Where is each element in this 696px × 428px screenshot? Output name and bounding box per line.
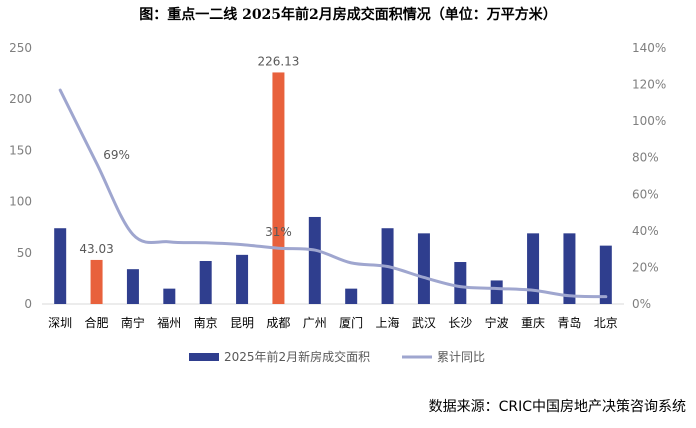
x-tick-label: 昆明: [230, 316, 254, 330]
y-right-tick-label: 140%: [632, 41, 666, 55]
y-right-tick-label: 20%: [632, 260, 659, 274]
bar: [199, 260, 212, 304]
x-tick-label: 广州: [303, 316, 327, 330]
x-tick-label: 成都: [266, 316, 290, 330]
y-right-tick-label: 120%: [632, 78, 666, 92]
legend-line-label: 累计同比: [437, 350, 485, 364]
bar: [527, 233, 540, 304]
x-tick-label: 南宁: [121, 315, 145, 330]
bar: [563, 233, 576, 304]
data-label: 69%: [103, 148, 130, 162]
legend-bar-swatch: [189, 353, 219, 361]
y-right-tick-label: 0%: [632, 297, 651, 311]
y-left-tick-label: 200: [9, 92, 32, 106]
x-tick-label: 宁波: [485, 315, 509, 330]
x-tick-label: 合肥: [85, 315, 109, 330]
x-tick-label: 福州: [157, 315, 181, 330]
x-tick-label: 长沙: [448, 316, 472, 330]
x-tick-label: 青岛: [557, 315, 581, 330]
x-tick-label: 厦门: [339, 315, 363, 330]
yoy-line: [58, 88, 608, 299]
x-tick-label: 深圳: [48, 316, 72, 330]
bar: [163, 288, 176, 304]
y-right-tick-label: 100%: [632, 114, 666, 128]
x-tick-label: 上海: [376, 315, 400, 330]
bar: [417, 233, 430, 304]
x-tick-label: 北京: [594, 316, 618, 330]
y-right-tick-label: 80%: [632, 151, 659, 165]
bar: [272, 72, 285, 305]
bar: [236, 254, 249, 304]
chart-title: 图：重点一二线 2025年前2月房成交面积情况（单位：万平方米）: [139, 7, 557, 23]
x-tick-label: 武汉: [412, 316, 436, 330]
y-left-tick-label: 0: [24, 297, 32, 311]
y-left-tick-label: 150: [9, 143, 32, 157]
bar: [54, 228, 67, 304]
y-right-tick-label: 40%: [632, 224, 659, 238]
x-tick-label: 南京: [194, 315, 218, 330]
bar: [599, 245, 612, 304]
data-label: 43.03: [79, 242, 113, 256]
bar: [345, 288, 358, 304]
data-label: 31%: [265, 225, 292, 239]
bar: [490, 280, 503, 304]
x-tick-label: 重庆: [521, 316, 545, 330]
y-left-tick-label: 100: [9, 195, 32, 209]
data-label: 226.13: [257, 54, 299, 68]
bar: [90, 259, 103, 304]
data-source-note: 数据来源：CRIC中国房地产决策咨询系统: [428, 399, 686, 415]
y-left-tick-label: 50: [17, 246, 32, 260]
legend-bar-label: 2025年前2月新房成交面积: [224, 349, 370, 364]
bar: [126, 269, 139, 304]
bar: [308, 216, 321, 304]
y-left-tick-label: 250: [9, 41, 32, 55]
y-right-tick-label: 60%: [632, 187, 659, 201]
bar: [454, 262, 467, 304]
